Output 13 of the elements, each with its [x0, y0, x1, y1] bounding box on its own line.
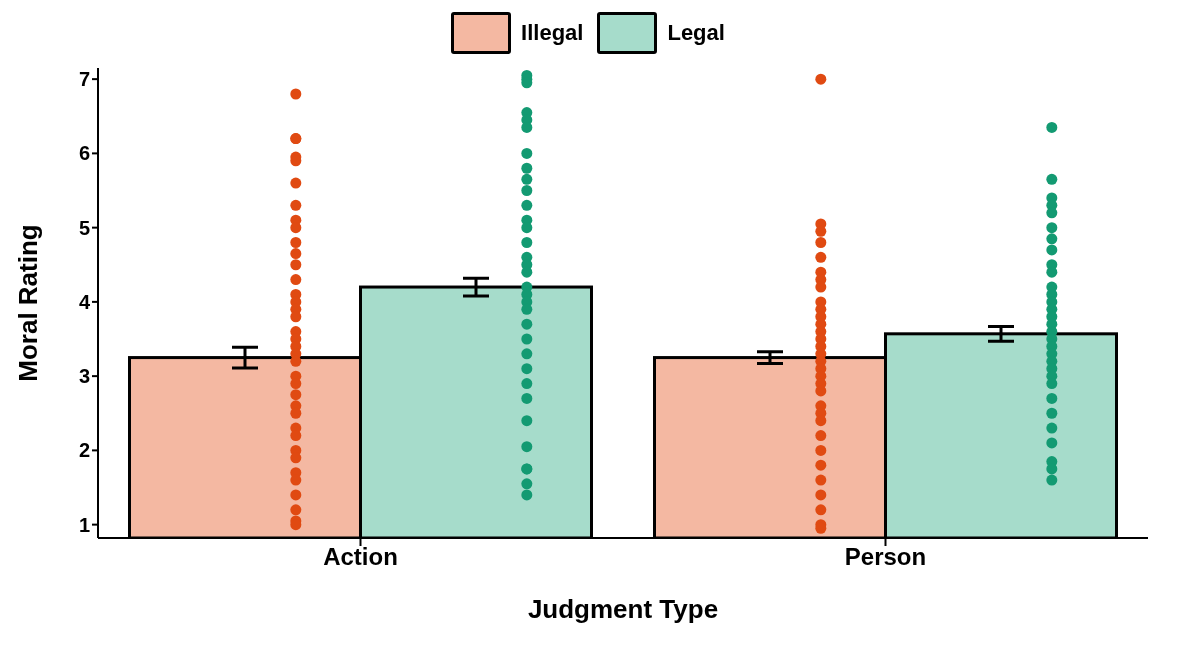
y-tick-label: 4 [78, 290, 91, 313]
x-tick-label: Action [323, 543, 398, 571]
y-tick-label: 3 [78, 365, 90, 388]
y-tick-label: 1 [78, 513, 90, 536]
x-tick-label: Person [844, 543, 927, 571]
legend-label: Illegal [521, 20, 584, 46]
y-tick-label: 7 [78, 68, 90, 91]
x-axis-title: Judgment Type [527, 594, 719, 624]
legend-label: Legal [667, 20, 725, 46]
y-tick-label: 6 [78, 142, 90, 165]
y-tick-label: 5 [78, 216, 90, 239]
y-axis-title: Moral Rating [13, 224, 44, 382]
y-tick-label: 2 [78, 439, 90, 462]
